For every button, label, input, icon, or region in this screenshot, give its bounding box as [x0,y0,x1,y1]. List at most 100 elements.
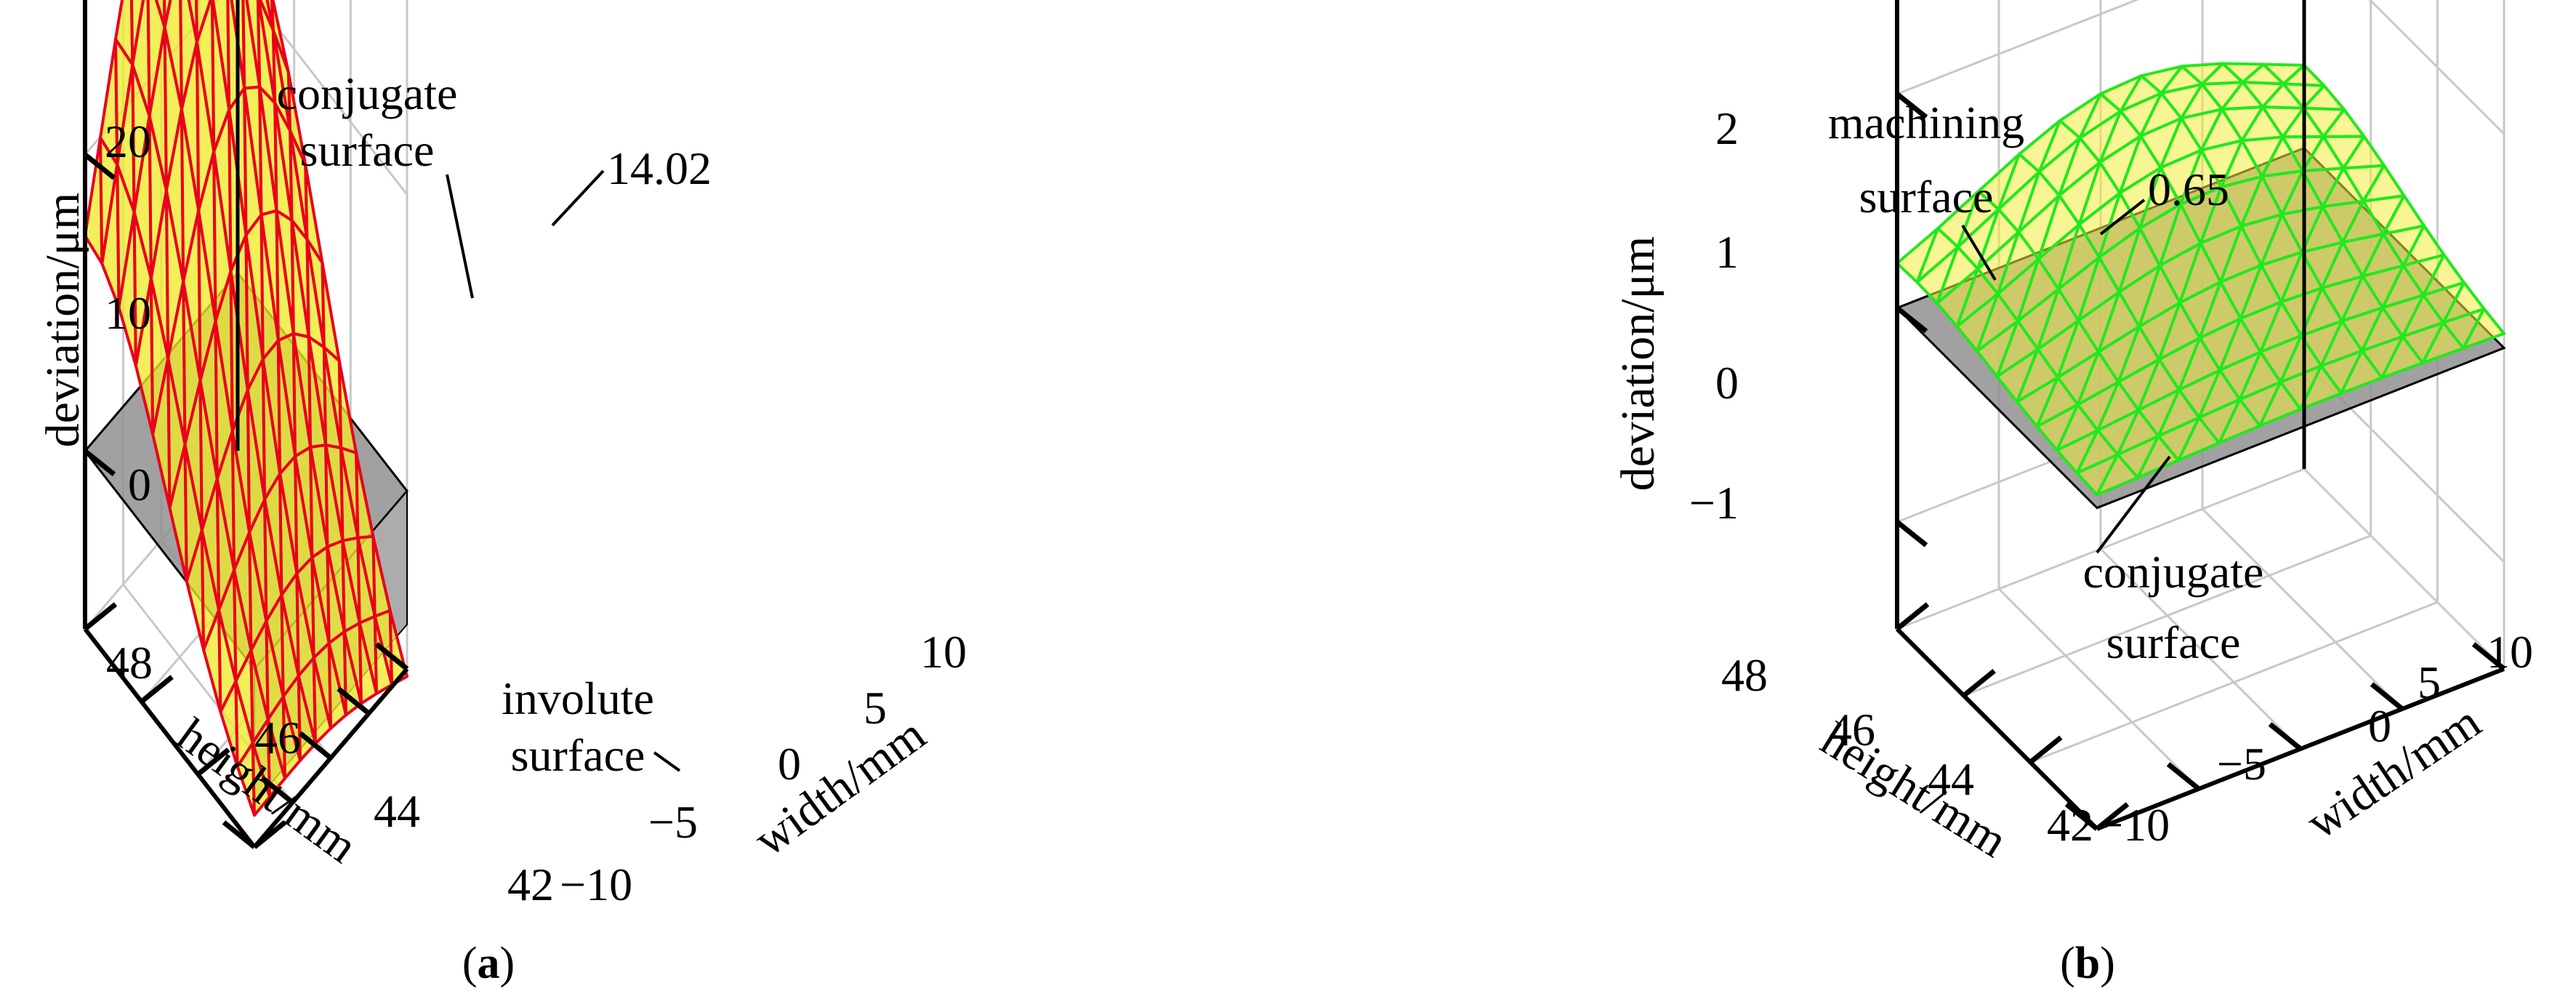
a-panel-label: (a) [462,939,515,988]
a-x-tick-mark-1 [260,776,294,805]
b-mesh-facet [2258,380,2302,428]
a-y-tick-mark-0 [252,820,287,849]
panel-a-conjugate-mesh [84,0,681,817]
b-y-tick-44: 44 [1928,753,1974,805]
a-z-tick-2: 20 [105,116,151,167]
b-y-axis-line [1895,627,2099,831]
a-mesh-facet [337,359,358,455]
panel-b-axes [1895,0,2506,831]
b-peak-leader [2099,198,2146,236]
b-x-axis-label: width/mm [2297,695,2490,849]
a-mesh-facet [327,641,347,730]
b-x-tick-m5: −5 [2217,738,2266,790]
b-x-tick-mark-0 [2064,802,2099,831]
b-x-tick-0: 0 [2368,700,2391,752]
a-peak-leader [551,169,605,227]
b-x-tick-mark-4 [2471,642,2506,671]
b-y-tick-42: 42 [2047,799,2093,851]
a-mesh-facet [358,621,378,705]
a-x-tick-m5: −5 [648,796,698,848]
b-z-axis-label: deviation/μm [1611,236,1665,492]
b-peak-value-label: 0.65 [2148,164,2229,215]
b-mesh-facet [2096,453,2139,497]
a-y-tick-44: 44 [374,785,420,837]
a-y-tick-mark-1 [196,747,230,777]
b-mesh-facet [2136,434,2180,479]
a-y-tick-48: 48 [106,637,153,689]
b-x-tick-m10: −10 [2097,799,2170,851]
a-x-tick-mark-3 [337,686,371,715]
b-y-tick-mark-3 [1895,602,1930,631]
b-grid-x-floor-2 [2099,547,2302,750]
a-peak-value-label: 14.02 [607,143,712,194]
b-grid-x-floor-3 [2201,507,2404,710]
a-y-tick-mark-2 [140,675,174,704]
b-machining-leader [1961,224,1997,281]
b-z-tick-m1: −1 [1689,477,1739,529]
b-z-tick-0: 0 [1715,357,1739,409]
b-mesh-facet [2299,364,2343,411]
b-x-tick-5: 5 [2418,657,2441,708]
b-z-tick-mark-2 [1895,92,1928,120]
a-involute-leader [653,751,681,772]
b-conjugate-leader [2096,455,2171,554]
a-mesh-facet [281,695,302,780]
a-conjugate-label-line1: conjugate [277,68,458,119]
a-x-tick-mark-4 [374,642,409,671]
b-z-tick-1: 1 [1715,226,1739,278]
a-panel-letter: a [478,939,500,988]
panel-a-axes [83,0,409,849]
a-mesh-facet [312,656,332,745]
b-machining-label-line1: machining [1828,97,2024,148]
b-x-tick-10: 10 [2487,626,2533,678]
a-involute-label-line2: surface [511,729,645,781]
a-z-tick-0: 0 [128,459,151,510]
a-conjugate-label-line2: surface [300,124,435,176]
b-x-tick-mark-1 [2166,762,2201,791]
a-x-axis-label: width/mm [744,707,935,867]
a-conjugate-leader [446,174,474,299]
a-x-tick-0: 0 [778,738,801,790]
b-y-tick-mark-2 [1962,668,1996,698]
b-grid-x-floor-4 [2303,468,2505,670]
b-x-tick-mark-2 [2268,722,2303,751]
a-y-tick-46: 46 [254,712,301,763]
b-mesh-facet [2340,349,2383,395]
a-involute-label-line1: involute [502,673,654,724]
a-z-axis-label: deviation/μm [36,193,89,448]
b-y-axis-label: height/mm [1812,713,2016,867]
a-x-tick-mark-0 [222,820,257,849]
b-y-tick-48: 48 [1721,649,1768,701]
a-x-tick-m10: −10 [560,859,632,910]
b-z-tick-mark-1 [1895,305,1928,334]
b-mesh-facet [2462,307,2505,350]
b-panel-letter: b [2075,939,2100,988]
b-y-tick-mark-1 [2029,735,2063,765]
panel-b: −1 0 1 2 48 46 44 42 −10 −5 0 5 10 devia… [1611,0,2533,988]
a-x-tick-mark-2 [298,731,333,761]
b-mesh-facet [2177,416,2221,462]
a-y-tick-mark-3 [83,602,118,631]
b-conjugate-label-line2: surface [2106,617,2241,668]
b-machining-label-line2: surface [1859,171,1994,222]
b-x-tick-mark-3 [2370,682,2404,711]
b-y-tick-mark-0 [2095,802,2130,831]
b-mesh-facet [2421,321,2465,365]
b-grid-x-floor-1 [1997,587,2200,790]
b-panel-label: (b) [2060,939,2115,988]
b-conjugate-label-line1: conjugate [2083,546,2264,598]
a-x-tick-10: 10 [920,626,967,678]
panel-a: 0 10 20 48 46 44 42 −10 −5 0 5 10 deviat… [36,0,967,988]
b-z-tick-mark-0 [1895,520,1928,547]
a-z-tick-mark-0 [83,449,116,477]
b-mesh-facet [2218,398,2261,445]
b-mesh-facet [2380,334,2424,380]
b-grid-z-back-2 [2368,0,2505,135]
a-y-tick-42: 42 [507,859,554,910]
a-z-tick-1: 10 [105,287,151,339]
a-y-axis-line [83,627,257,848]
a-z-tick-mark-1 [83,152,116,180]
a-x-tick-5: 5 [864,682,887,734]
b-y-tick-46: 46 [1829,704,1875,755]
